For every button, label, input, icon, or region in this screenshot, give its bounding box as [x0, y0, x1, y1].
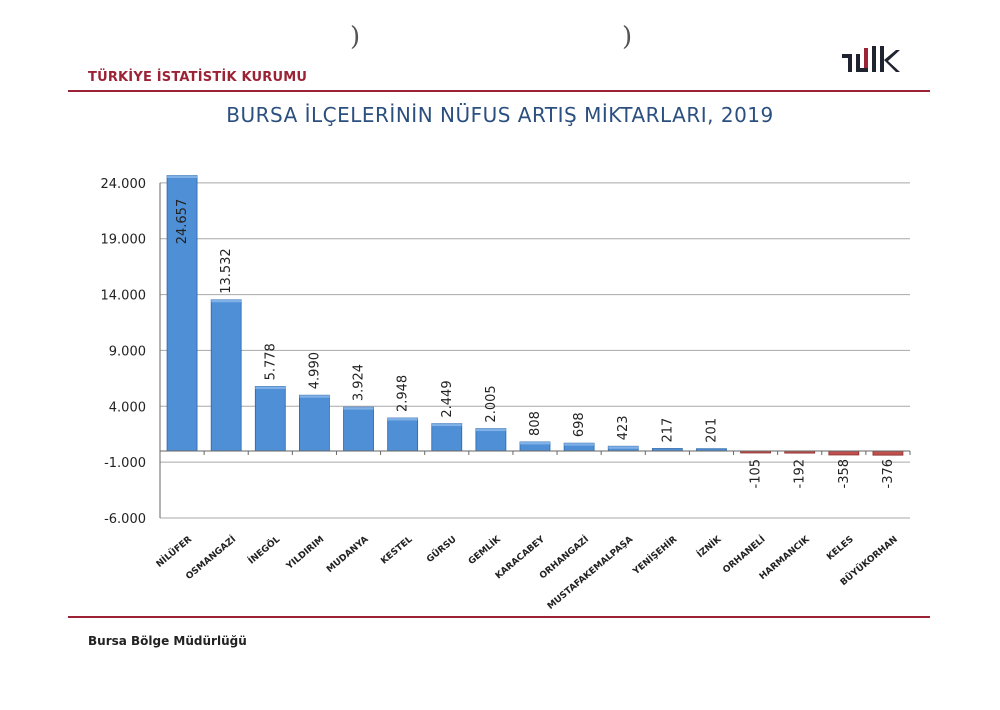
- bar: [431, 423, 463, 452]
- category-label: YILDIRIM: [284, 535, 326, 573]
- category-label: İZNİK: [695, 533, 724, 560]
- data-label: -192: [793, 459, 808, 489]
- bar: [343, 406, 374, 452]
- chart-title: BURSA İLÇELERİNİN NÜFUS ARTIŞ MİKTARLARI…: [226, 103, 774, 127]
- category-label: MUSTAFAKEMALPAŞA: [546, 535, 635, 612]
- bar: [828, 450, 860, 456]
- category-label: GEMLİK: [466, 533, 503, 567]
- data-label: 2.005: [484, 385, 499, 422]
- data-label: -358: [837, 459, 852, 489]
- data-label: 24.657: [175, 199, 190, 245]
- punch-hole-right: ): [622, 22, 633, 52]
- bar-highlight: [299, 395, 330, 398]
- data-label: 2.449: [440, 380, 455, 417]
- bar: [475, 428, 507, 452]
- data-label: -105: [749, 459, 764, 489]
- data-label: -376: [881, 459, 896, 489]
- bar: [299, 394, 330, 452]
- data-label: 217: [660, 418, 675, 443]
- y-tick-label: 19.000: [101, 233, 147, 248]
- bar-highlight: [431, 423, 462, 427]
- footer-rule: [68, 616, 930, 618]
- y-tick-label: 4.000: [109, 400, 146, 415]
- category-label: YENİŞEHİR: [630, 534, 679, 578]
- bar-highlight: [343, 407, 374, 410]
- header-rule: [68, 90, 930, 92]
- bar-highlight: [211, 299, 242, 303]
- bar-highlight: [520, 441, 550, 445]
- data-label: 2.948: [396, 375, 411, 412]
- bar-highlight: [255, 386, 286, 389]
- data-label: 5.778: [263, 343, 278, 380]
- category-label: NİLÜFER: [154, 534, 194, 570]
- bar: [210, 299, 242, 452]
- bar-highlight: [608, 446, 639, 449]
- bar: [872, 450, 904, 456]
- data-label: 13.532: [219, 248, 234, 294]
- category-label: ORHANELİ: [721, 534, 768, 576]
- y-tick-label: 14.000: [101, 289, 147, 304]
- bar: [387, 417, 419, 452]
- category-label: KELES: [825, 535, 856, 563]
- data-label: 423: [616, 415, 631, 440]
- y-tick-label: 24.000: [101, 177, 147, 192]
- y-tick-label: -6.000: [104, 512, 146, 527]
- bar-highlight: [387, 418, 418, 421]
- data-label: 3.924: [352, 364, 367, 401]
- category-label: GÜRSU: [424, 534, 458, 565]
- bar-highlight: [475, 428, 506, 432]
- y-tick-label: -1.000: [104, 456, 146, 471]
- tuik-logo: [842, 46, 902, 82]
- bar-highlight: [564, 443, 595, 446]
- bar: [254, 386, 286, 452]
- organization-name: TÜRKİYE İSTATİSTİK KURUMU: [88, 70, 308, 85]
- category-label: İNEGÖL: [246, 534, 282, 567]
- bar-highlight: [167, 175, 198, 179]
- data-label: 698: [572, 412, 587, 437]
- data-label: 201: [704, 418, 719, 443]
- axes: [159, 182, 911, 518]
- tuik-logo-mark: [842, 46, 900, 72]
- footer-office: Bursa Bölge Müdürlüğü: [88, 634, 247, 648]
- category-label: MUDANYA: [325, 535, 370, 575]
- category-label: KESTEL: [379, 534, 414, 566]
- data-label: 808: [528, 411, 543, 436]
- data-label: 4.990: [307, 352, 322, 389]
- bars: [166, 175, 904, 456]
- punch-hole-left: ): [350, 22, 361, 52]
- y-tick-label: 9.000: [109, 344, 146, 359]
